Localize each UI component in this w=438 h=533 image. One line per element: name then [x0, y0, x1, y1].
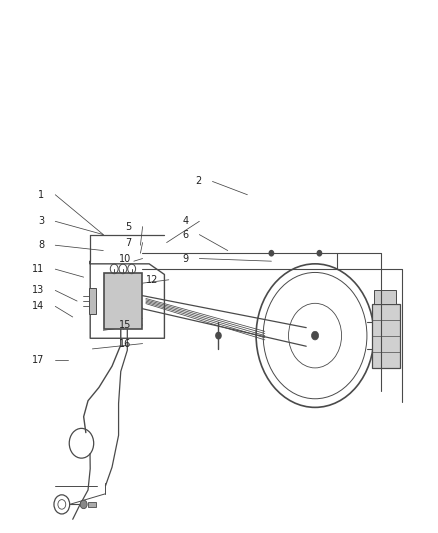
Text: 1: 1	[38, 190, 44, 200]
Text: 2: 2	[195, 176, 201, 187]
Text: 12: 12	[145, 275, 158, 285]
FancyBboxPatch shape	[372, 304, 400, 368]
Text: 10: 10	[120, 254, 132, 263]
Circle shape	[269, 251, 274, 256]
Circle shape	[317, 251, 321, 256]
FancyBboxPatch shape	[88, 502, 96, 507]
Circle shape	[216, 333, 221, 339]
Text: 3: 3	[38, 216, 44, 227]
Text: 11: 11	[32, 264, 44, 274]
Circle shape	[80, 500, 87, 508]
Text: 7: 7	[125, 238, 132, 247]
Text: 8: 8	[38, 240, 44, 250]
Text: 4: 4	[182, 216, 188, 227]
Text: 13: 13	[32, 286, 44, 295]
FancyBboxPatch shape	[89, 288, 95, 314]
Text: 17: 17	[32, 354, 44, 365]
Text: 16: 16	[120, 338, 132, 349]
Text: 6: 6	[182, 230, 188, 240]
Text: 5: 5	[125, 222, 132, 232]
FancyBboxPatch shape	[374, 290, 396, 304]
FancyBboxPatch shape	[104, 273, 141, 329]
Text: 15: 15	[119, 320, 132, 330]
Text: 9: 9	[182, 254, 188, 263]
Text: 14: 14	[32, 301, 44, 311]
Circle shape	[311, 332, 318, 340]
